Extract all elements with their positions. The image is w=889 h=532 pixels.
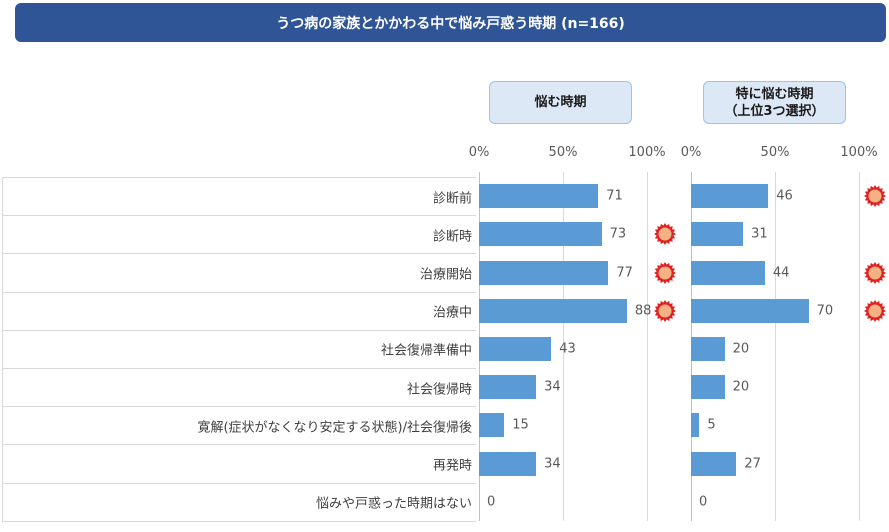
- tick-label: 0%: [468, 145, 490, 160]
- bar: [691, 336, 725, 361]
- highlight-marker-icon: [864, 185, 886, 208]
- data-label: 73: [609, 226, 627, 242]
- panel-title-all-text: 悩む時期: [534, 95, 587, 110]
- category-label: 悩みや戸惑った時期はない: [315, 496, 472, 512]
- data-label: 70: [816, 303, 834, 319]
- bar: [691, 260, 765, 285]
- bar: [479, 336, 552, 361]
- category-row: 社会復帰時: [2, 368, 476, 408]
- category-row: 診断時: [2, 215, 476, 255]
- gridline: [859, 172, 860, 521]
- bar: [479, 413, 505, 438]
- bar: [691, 451, 737, 476]
- category-label: 治療開始: [419, 267, 472, 283]
- data-label: 0: [487, 494, 496, 510]
- chart-title: うつ病の家族とかかわる中で悩み戸惑う時期 (n=166): [15, 3, 886, 42]
- highlight-marker-icon: [864, 299, 886, 322]
- data-label: 43: [559, 341, 576, 357]
- bar: [691, 375, 725, 400]
- category-label: 治療中: [432, 305, 472, 321]
- category-label: 診断前: [432, 191, 472, 207]
- category-row: 再発時: [2, 444, 476, 484]
- category-row: 診断前: [2, 177, 476, 217]
- bar: [479, 222, 602, 247]
- bar: [479, 260, 609, 285]
- gridline: [775, 172, 776, 521]
- highlight-marker-icon: [654, 261, 676, 284]
- data-label: 31: [751, 226, 768, 242]
- data-label: 71: [606, 188, 623, 204]
- bar: [691, 298, 809, 323]
- category-label: 再発時: [432, 458, 472, 474]
- panel-title-top3-line2: （上位3つ選択）: [724, 103, 825, 119]
- category-row: 寛解(症状がなくなり安定する状態)/社会復帰後: [2, 406, 476, 446]
- highlight-marker-icon: [654, 223, 676, 246]
- category-row: 治療中: [2, 291, 476, 331]
- bar: [479, 298, 627, 323]
- category-row: 治療開始: [2, 253, 476, 293]
- panel-title-all: 悩む時期: [489, 81, 632, 124]
- data-label: 44: [772, 265, 790, 280]
- category-row: 悩みや戸惑った時期はない: [2, 482, 476, 522]
- data-label: 77: [616, 265, 633, 280]
- tick-label: 50%: [548, 145, 578, 160]
- data-label: 20: [732, 379, 750, 395]
- bar: [691, 222, 744, 247]
- data-label: 15: [512, 417, 529, 433]
- tick-label: 50%: [760, 145, 790, 160]
- data-label: 5: [707, 417, 716, 433]
- bar: [479, 451, 537, 476]
- category-row: 社会復帰準備中: [2, 329, 476, 369]
- data-label: 88: [634, 303, 652, 319]
- category-label: 寛解(症状がなくなり安定する状態)/社会復帰後: [197, 420, 472, 436]
- tick-label: 100%: [628, 145, 666, 160]
- category-label: 診断時: [432, 229, 472, 245]
- category-label: 社会復帰時: [406, 382, 472, 398]
- panel-title-top3-line1: 特に悩む時期: [735, 86, 814, 102]
- highlight-marker-icon: [654, 299, 676, 322]
- data-label: 0: [699, 494, 708, 510]
- data-label: 46: [776, 188, 793, 204]
- tick-label: 100%: [840, 145, 878, 160]
- bar: [691, 184, 769, 209]
- gridline: [647, 172, 648, 521]
- data-label: 34: [544, 456, 561, 471]
- tick-label: 0%: [680, 145, 702, 160]
- bar: [691, 413, 700, 438]
- category-label: 社会復帰準備中: [380, 343, 472, 359]
- data-label: 27: [744, 456, 761, 471]
- gridline: [563, 172, 564, 521]
- data-label: 20: [732, 341, 750, 357]
- bar: [479, 184, 599, 209]
- panel-title-top3: 特に悩む時期 （上位3つ選択）: [703, 81, 846, 124]
- data-label: 34: [544, 379, 561, 395]
- bar: [479, 375, 537, 400]
- highlight-marker-icon: [864, 261, 886, 284]
